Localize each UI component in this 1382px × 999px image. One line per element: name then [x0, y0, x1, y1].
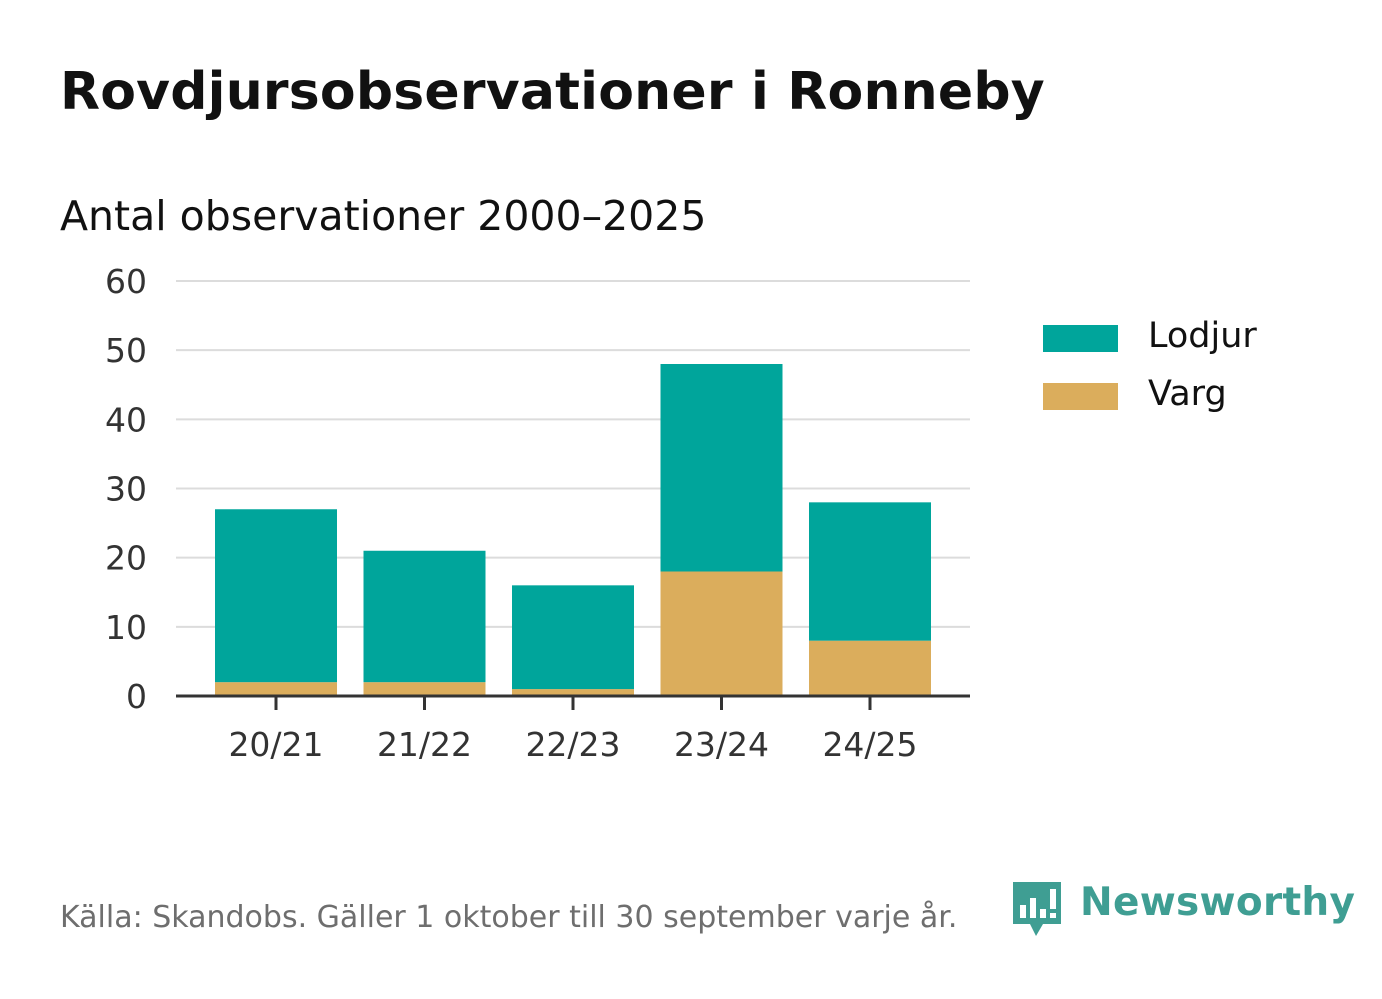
- x-tick-label: 22/23: [525, 725, 620, 764]
- y-tick-label: 40: [105, 400, 147, 439]
- y-tick-label: 30: [105, 470, 147, 509]
- legend-label-lodjur: Lodjur: [1148, 316, 1257, 356]
- y-tick-label: 20: [105, 539, 147, 578]
- bar-lodjur-21-22: [363, 550, 486, 683]
- y-tick-label: 50: [105, 331, 147, 370]
- x-tick-label: 21/22: [377, 725, 472, 764]
- x-axis: [176, 694, 970, 710]
- legend-swatch-lodjur: [1043, 325, 1118, 352]
- bar-lodjur-23-24: [660, 364, 783, 572]
- source-note: Källa: Skandobs. Gäller 1 oktober till 3…: [60, 900, 958, 935]
- bar-varg-23-24: [660, 571, 783, 696]
- y-tick-label: 60: [105, 262, 147, 301]
- y-tick-label: 10: [105, 608, 147, 647]
- bar-varg-24-25: [809, 640, 931, 696]
- x-tick-label: 23/24: [674, 725, 769, 764]
- y-axis-labels: 0 10 20 30 40 50 60: [105, 262, 147, 716]
- x-tick-label: 24/25: [822, 725, 917, 764]
- bar-varg-21-22: [363, 682, 486, 696]
- chart-title: Rovdjursobservationer i Ronneby: [60, 62, 1045, 122]
- brand-name: Newsworthy: [1080, 880, 1356, 925]
- x-axis-labels: 20/21 21/22 22/23 23/24 24/25: [228, 725, 917, 764]
- bar-varg-22-23: [512, 689, 634, 696]
- bar-varg-20-21: [215, 682, 337, 696]
- bar-group: [215, 364, 931, 696]
- y-tick-label: 0: [126, 677, 147, 716]
- x-tick-label: 20/21: [228, 725, 323, 764]
- legend-swatch-varg: [1043, 383, 1118, 410]
- legend-label-varg: Varg: [1148, 374, 1227, 414]
- bar-chart-speech-bubble-icon: [1013, 882, 1061, 936]
- chart-subtitle: Antal observationer 2000–2025: [60, 192, 707, 240]
- bar-lodjur-20-21: [215, 509, 337, 683]
- bar-lodjur-22-23: [512, 585, 634, 690]
- bar-lodjur-24-25: [809, 502, 931, 641]
